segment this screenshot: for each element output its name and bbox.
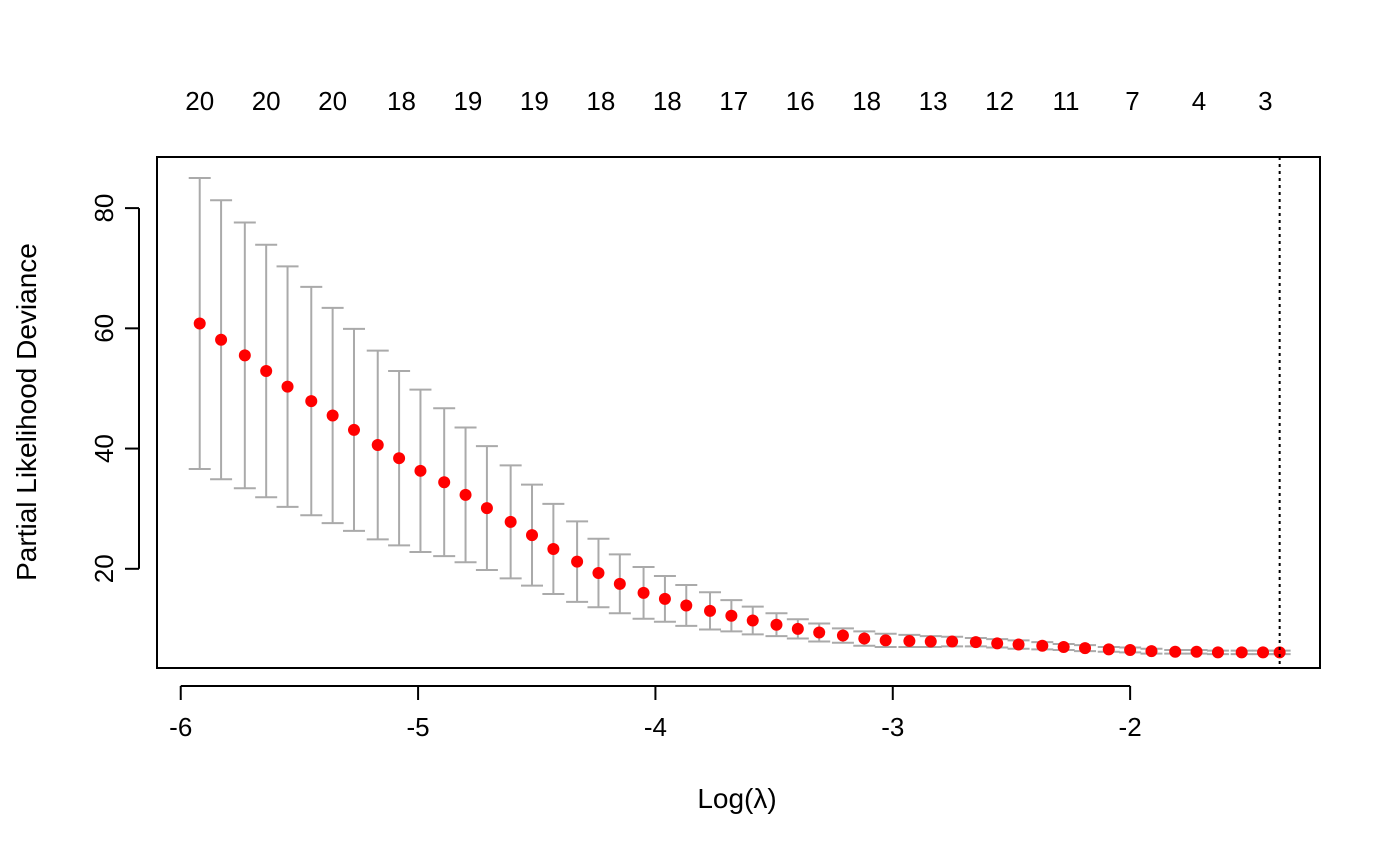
data-point (704, 604, 717, 617)
data-point (526, 529, 539, 542)
data-point (680, 599, 693, 612)
data-point (393, 452, 406, 465)
data-point (1057, 640, 1070, 653)
top-axis-label: 18 (387, 86, 416, 116)
data-point (1257, 646, 1270, 659)
data-point (836, 629, 849, 642)
plot-frame (156, 156, 1321, 669)
top-axis-label: 20 (252, 86, 281, 116)
data-point (347, 423, 360, 436)
y-tick-label: 80 (89, 194, 119, 223)
top-axis-label: 12 (985, 86, 1014, 116)
top-axis-label: 7 (1125, 86, 1139, 116)
x-axis-title: Log(λ) (697, 783, 776, 814)
top-axis-label: 11 (1053, 86, 1080, 116)
data-point (592, 567, 605, 580)
top-axis-label: 18 (586, 86, 615, 116)
x-tick-label: -3 (881, 712, 904, 742)
data-point (1102, 643, 1115, 656)
top-axis-label: 17 (719, 86, 748, 116)
data-point (1079, 642, 1092, 655)
y-axis: 20 40 60 80 (89, 194, 140, 583)
top-axis-label: 18 (852, 86, 881, 116)
data-point (613, 577, 626, 590)
data-point (903, 634, 916, 647)
data-point (1211, 646, 1224, 659)
x-tick-label: -2 (1119, 712, 1142, 742)
x-tick-label: -6 (169, 712, 192, 742)
data-point (1273, 646, 1286, 659)
data-point (991, 637, 1004, 650)
top-axis-label: 19 (520, 86, 549, 116)
data-point (238, 349, 251, 362)
error-bars (188, 177, 1291, 656)
top-axis-label: 19 (453, 86, 482, 116)
top-axis-label: 20 (318, 86, 347, 116)
data-point (924, 635, 937, 648)
data-point (438, 476, 451, 489)
data-point (1036, 639, 1049, 652)
data-point (725, 609, 738, 622)
top-axis-label: 20 (185, 86, 214, 116)
x-axis: -6 -5 -4 -3 -2 (169, 685, 1142, 742)
data-point (946, 635, 959, 648)
data-point (414, 464, 427, 477)
x-tick-label: -5 (407, 712, 430, 742)
top-axis-label: 13 (919, 86, 948, 116)
data-point (770, 618, 783, 631)
data-point (547, 542, 560, 555)
data-points (193, 317, 1286, 659)
data-point (637, 586, 650, 599)
data-point (658, 592, 671, 605)
data-point (571, 555, 584, 568)
top-axis-label: 16 (786, 86, 815, 116)
data-point (969, 636, 982, 649)
data-point (1235, 646, 1248, 659)
data-point (1012, 638, 1025, 651)
data-point (1124, 643, 1137, 656)
data-point (504, 515, 517, 528)
data-point (193, 317, 206, 330)
y-tick-label: 40 (89, 434, 119, 463)
data-point (858, 632, 871, 645)
data-point (1169, 645, 1182, 658)
data-point (813, 626, 826, 639)
data-point (879, 634, 892, 647)
y-tick-label: 20 (89, 554, 119, 583)
data-point (791, 622, 804, 635)
data-point (459, 488, 472, 501)
data-point (1145, 645, 1158, 658)
data-point (480, 502, 493, 515)
top-axis-label: 18 (653, 86, 682, 116)
data-point (260, 365, 273, 378)
data-point (215, 333, 228, 346)
data-point (305, 395, 318, 408)
x-tick-label: -4 (644, 712, 667, 742)
top-axis-nonzero-counts: 20 20 20 18 19 19 18 18 17 16 18 13 12 11 7 4 3 (185, 86, 1272, 116)
data-point (281, 380, 294, 393)
y-axis-title: Partial Likelihood Deviance (11, 243, 42, 581)
y-tick-label: 60 (89, 314, 119, 343)
data-point (746, 614, 759, 627)
top-axis-label: 4 (1192, 86, 1206, 116)
data-point (371, 438, 384, 451)
data-point (1190, 645, 1203, 658)
data-point (326, 409, 339, 422)
top-axis-label: 3 (1258, 86, 1272, 116)
